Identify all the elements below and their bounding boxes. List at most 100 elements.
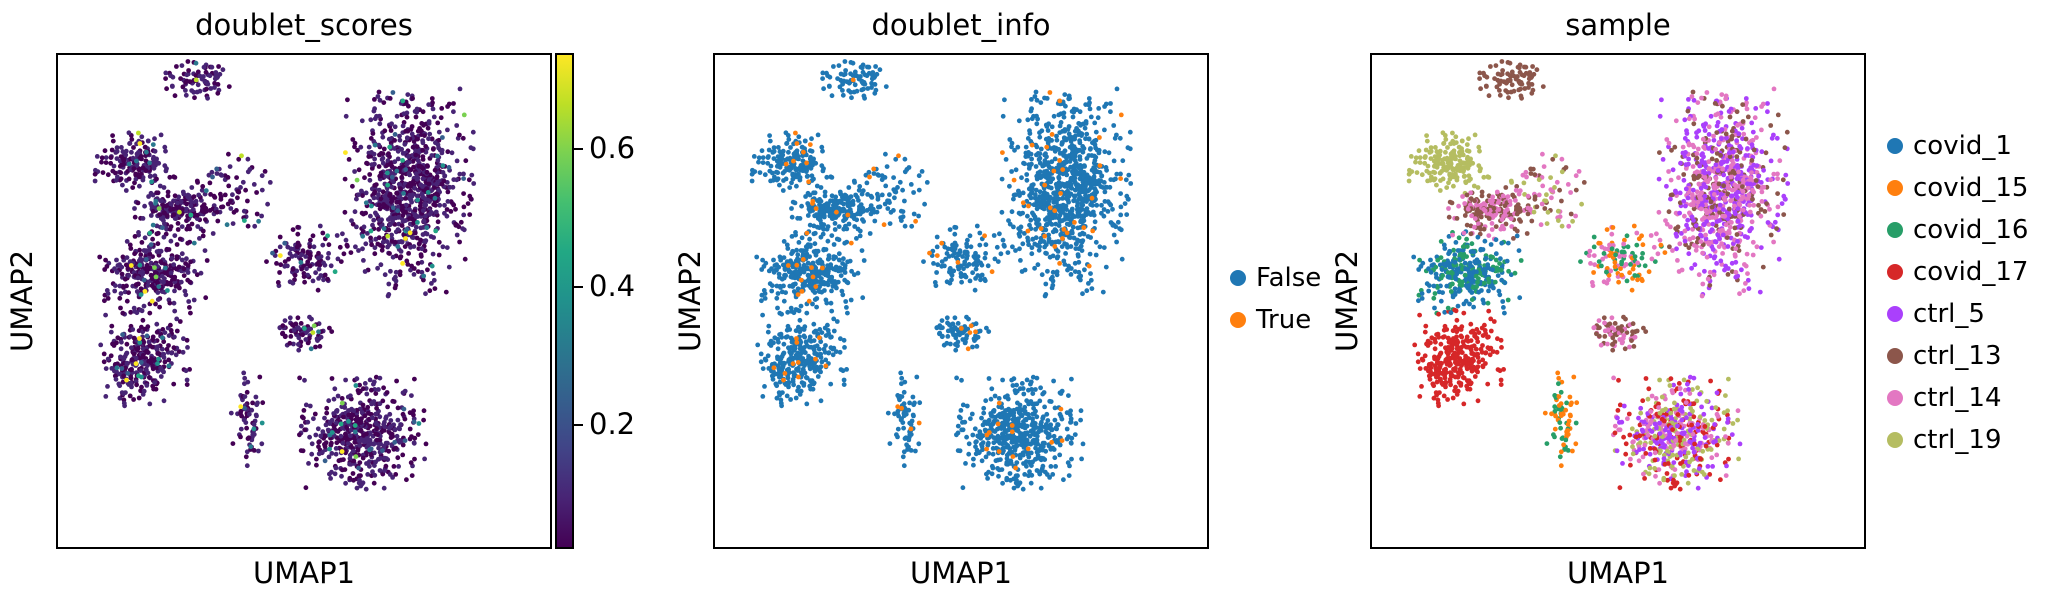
data-point bbox=[245, 198, 250, 204]
data-point bbox=[365, 231, 370, 236]
data-point bbox=[168, 207, 173, 213]
data-point bbox=[997, 231, 1002, 237]
data-point bbox=[1078, 417, 1083, 423]
data-point bbox=[426, 181, 432, 187]
data-point bbox=[182, 288, 188, 294]
data-point bbox=[404, 135, 410, 141]
data-point bbox=[214, 171, 220, 176]
data-point bbox=[151, 161, 156, 167]
data-point bbox=[270, 250, 275, 256]
data-point bbox=[219, 204, 224, 210]
data-point bbox=[1108, 101, 1113, 106]
data-point bbox=[241, 370, 247, 376]
data-point bbox=[129, 357, 135, 363]
data-point bbox=[147, 401, 153, 407]
data-point bbox=[1078, 277, 1083, 283]
data-point bbox=[451, 101, 456, 106]
data-point bbox=[161, 339, 167, 345]
data-point bbox=[339, 473, 344, 479]
data-point bbox=[372, 189, 378, 195]
data-point bbox=[124, 298, 130, 304]
data-point bbox=[377, 121, 383, 127]
data-point bbox=[964, 434, 969, 440]
data-point bbox=[794, 183, 799, 189]
data-point bbox=[393, 472, 399, 477]
data-point bbox=[405, 92, 411, 97]
data-point bbox=[422, 456, 427, 462]
data-point bbox=[769, 283, 775, 288]
data-point bbox=[850, 73, 856, 78]
data-point bbox=[972, 255, 978, 261]
data-point bbox=[124, 239, 130, 244]
data-point bbox=[103, 366, 109, 371]
data-point bbox=[841, 72, 847, 78]
data-point bbox=[1087, 251, 1093, 257]
data-point bbox=[345, 243, 350, 249]
data-point bbox=[1102, 127, 1107, 133]
data-point bbox=[1097, 244, 1103, 250]
data-point bbox=[386, 448, 392, 454]
data-point bbox=[381, 385, 386, 391]
data-point bbox=[185, 59, 191, 64]
data-point bbox=[946, 254, 952, 259]
data-point bbox=[1029, 472, 1035, 478]
data-point bbox=[828, 381, 834, 387]
data-point bbox=[771, 269, 777, 275]
data-point bbox=[208, 86, 214, 91]
data-point bbox=[1088, 271, 1093, 276]
data-point bbox=[311, 416, 316, 422]
data-point bbox=[1016, 410, 1022, 415]
data-point bbox=[202, 79, 208, 85]
data-point bbox=[144, 383, 150, 388]
data-point bbox=[193, 73, 199, 78]
data-point bbox=[140, 177, 146, 183]
data-point bbox=[128, 263, 134, 268]
data-point bbox=[439, 181, 445, 187]
data-point bbox=[979, 444, 985, 449]
data-point bbox=[989, 386, 995, 392]
data-point bbox=[405, 160, 410, 165]
data-point bbox=[984, 419, 990, 425]
data-point bbox=[184, 256, 189, 262]
data-point bbox=[360, 246, 365, 252]
data-point bbox=[1007, 221, 1013, 227]
data-point bbox=[980, 422, 986, 428]
data-point bbox=[131, 166, 137, 171]
data-point bbox=[425, 267, 430, 273]
data-point bbox=[418, 225, 424, 231]
data-point bbox=[353, 244, 358, 250]
data-point bbox=[973, 444, 978, 450]
data-point bbox=[298, 423, 304, 429]
data-point bbox=[325, 233, 330, 239]
data-point bbox=[164, 346, 170, 352]
data-point bbox=[932, 280, 938, 285]
data-point bbox=[1028, 195, 1034, 201]
data-point bbox=[359, 118, 365, 124]
data-point bbox=[408, 126, 414, 132]
data-point bbox=[245, 156, 251, 162]
colorbar-tick-label: 0.4 bbox=[589, 269, 636, 304]
data-point bbox=[451, 202, 457, 208]
data-point bbox=[422, 133, 427, 138]
data-point bbox=[313, 270, 318, 276]
data-point bbox=[1017, 455, 1023, 461]
data-point bbox=[152, 148, 158, 154]
data-point bbox=[371, 195, 377, 201]
data-point bbox=[139, 324, 144, 330]
data-point bbox=[169, 83, 175, 89]
data-point bbox=[302, 279, 307, 285]
data-point bbox=[432, 185, 437, 190]
data-point bbox=[124, 377, 129, 383]
data-point bbox=[372, 142, 378, 148]
data-point bbox=[986, 329, 992, 334]
data-point bbox=[351, 448, 356, 454]
data-point bbox=[901, 425, 906, 431]
data-point bbox=[1051, 433, 1057, 439]
data-point bbox=[101, 359, 107, 365]
data-point bbox=[137, 247, 142, 253]
data-point bbox=[118, 354, 123, 360]
data-point bbox=[243, 454, 249, 460]
data-point bbox=[415, 220, 420, 225]
data-point bbox=[145, 363, 150, 368]
data-point bbox=[366, 410, 371, 416]
